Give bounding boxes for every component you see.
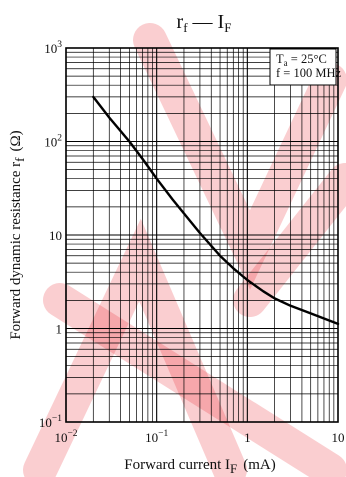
x-axis-label-subscript: F (230, 461, 237, 476)
watermark-stroke (43, 283, 346, 477)
conditions-legend: Ta = 25°Cf = 100 MHz (276, 52, 341, 80)
y-axis-label-unit: (Ω) (8, 130, 24, 151)
x-axis-label: Forward current IF (mA) (124, 457, 276, 476)
watermark-stroke (133, 23, 346, 290)
y-tick-label: 102 (44, 134, 62, 150)
title-variable-subscript: F (224, 20, 231, 35)
y-tick-label: 10 (49, 228, 62, 243)
y-tick-label: 1 (56, 322, 63, 337)
y-axis-label-text: Forward dynamic resistance r (8, 162, 24, 340)
x-tick-label: 10−2 (54, 429, 77, 445)
y-tick-label: 103 (44, 40, 62, 56)
x-tick-label: 1 (244, 430, 251, 445)
y-tick-label: 10−1 (39, 414, 62, 430)
x-axis-label-unit: (mA) (243, 457, 276, 473)
y-axis-label: Forward dynamic resistance rf (Ω) (8, 130, 27, 339)
watermark-background (23, 23, 346, 477)
x-axis-label-text: Forward current I (124, 457, 230, 473)
condition-entry: Ta = 25°C (276, 52, 327, 68)
title-separator: — (188, 11, 218, 33)
condition-entry: f = 100 MHz (276, 66, 341, 80)
title-main: r (177, 11, 184, 33)
grid (65, 48, 338, 423)
title-main-subscript: f (183, 20, 188, 35)
x-tick-label: 10 (332, 430, 345, 445)
conditions-box (269, 48, 337, 86)
x-tick-label: 10−1 (145, 429, 168, 445)
y-axis-label-subscript: f (12, 157, 27, 162)
chart-title: rf — IF (177, 11, 232, 35)
plot-frame (65, 47, 339, 423)
title-variable: I (218, 11, 225, 33)
data-series-line (92, 95, 340, 326)
x-tick-labels: 10−2 10−1 1 10 (54, 429, 344, 445)
